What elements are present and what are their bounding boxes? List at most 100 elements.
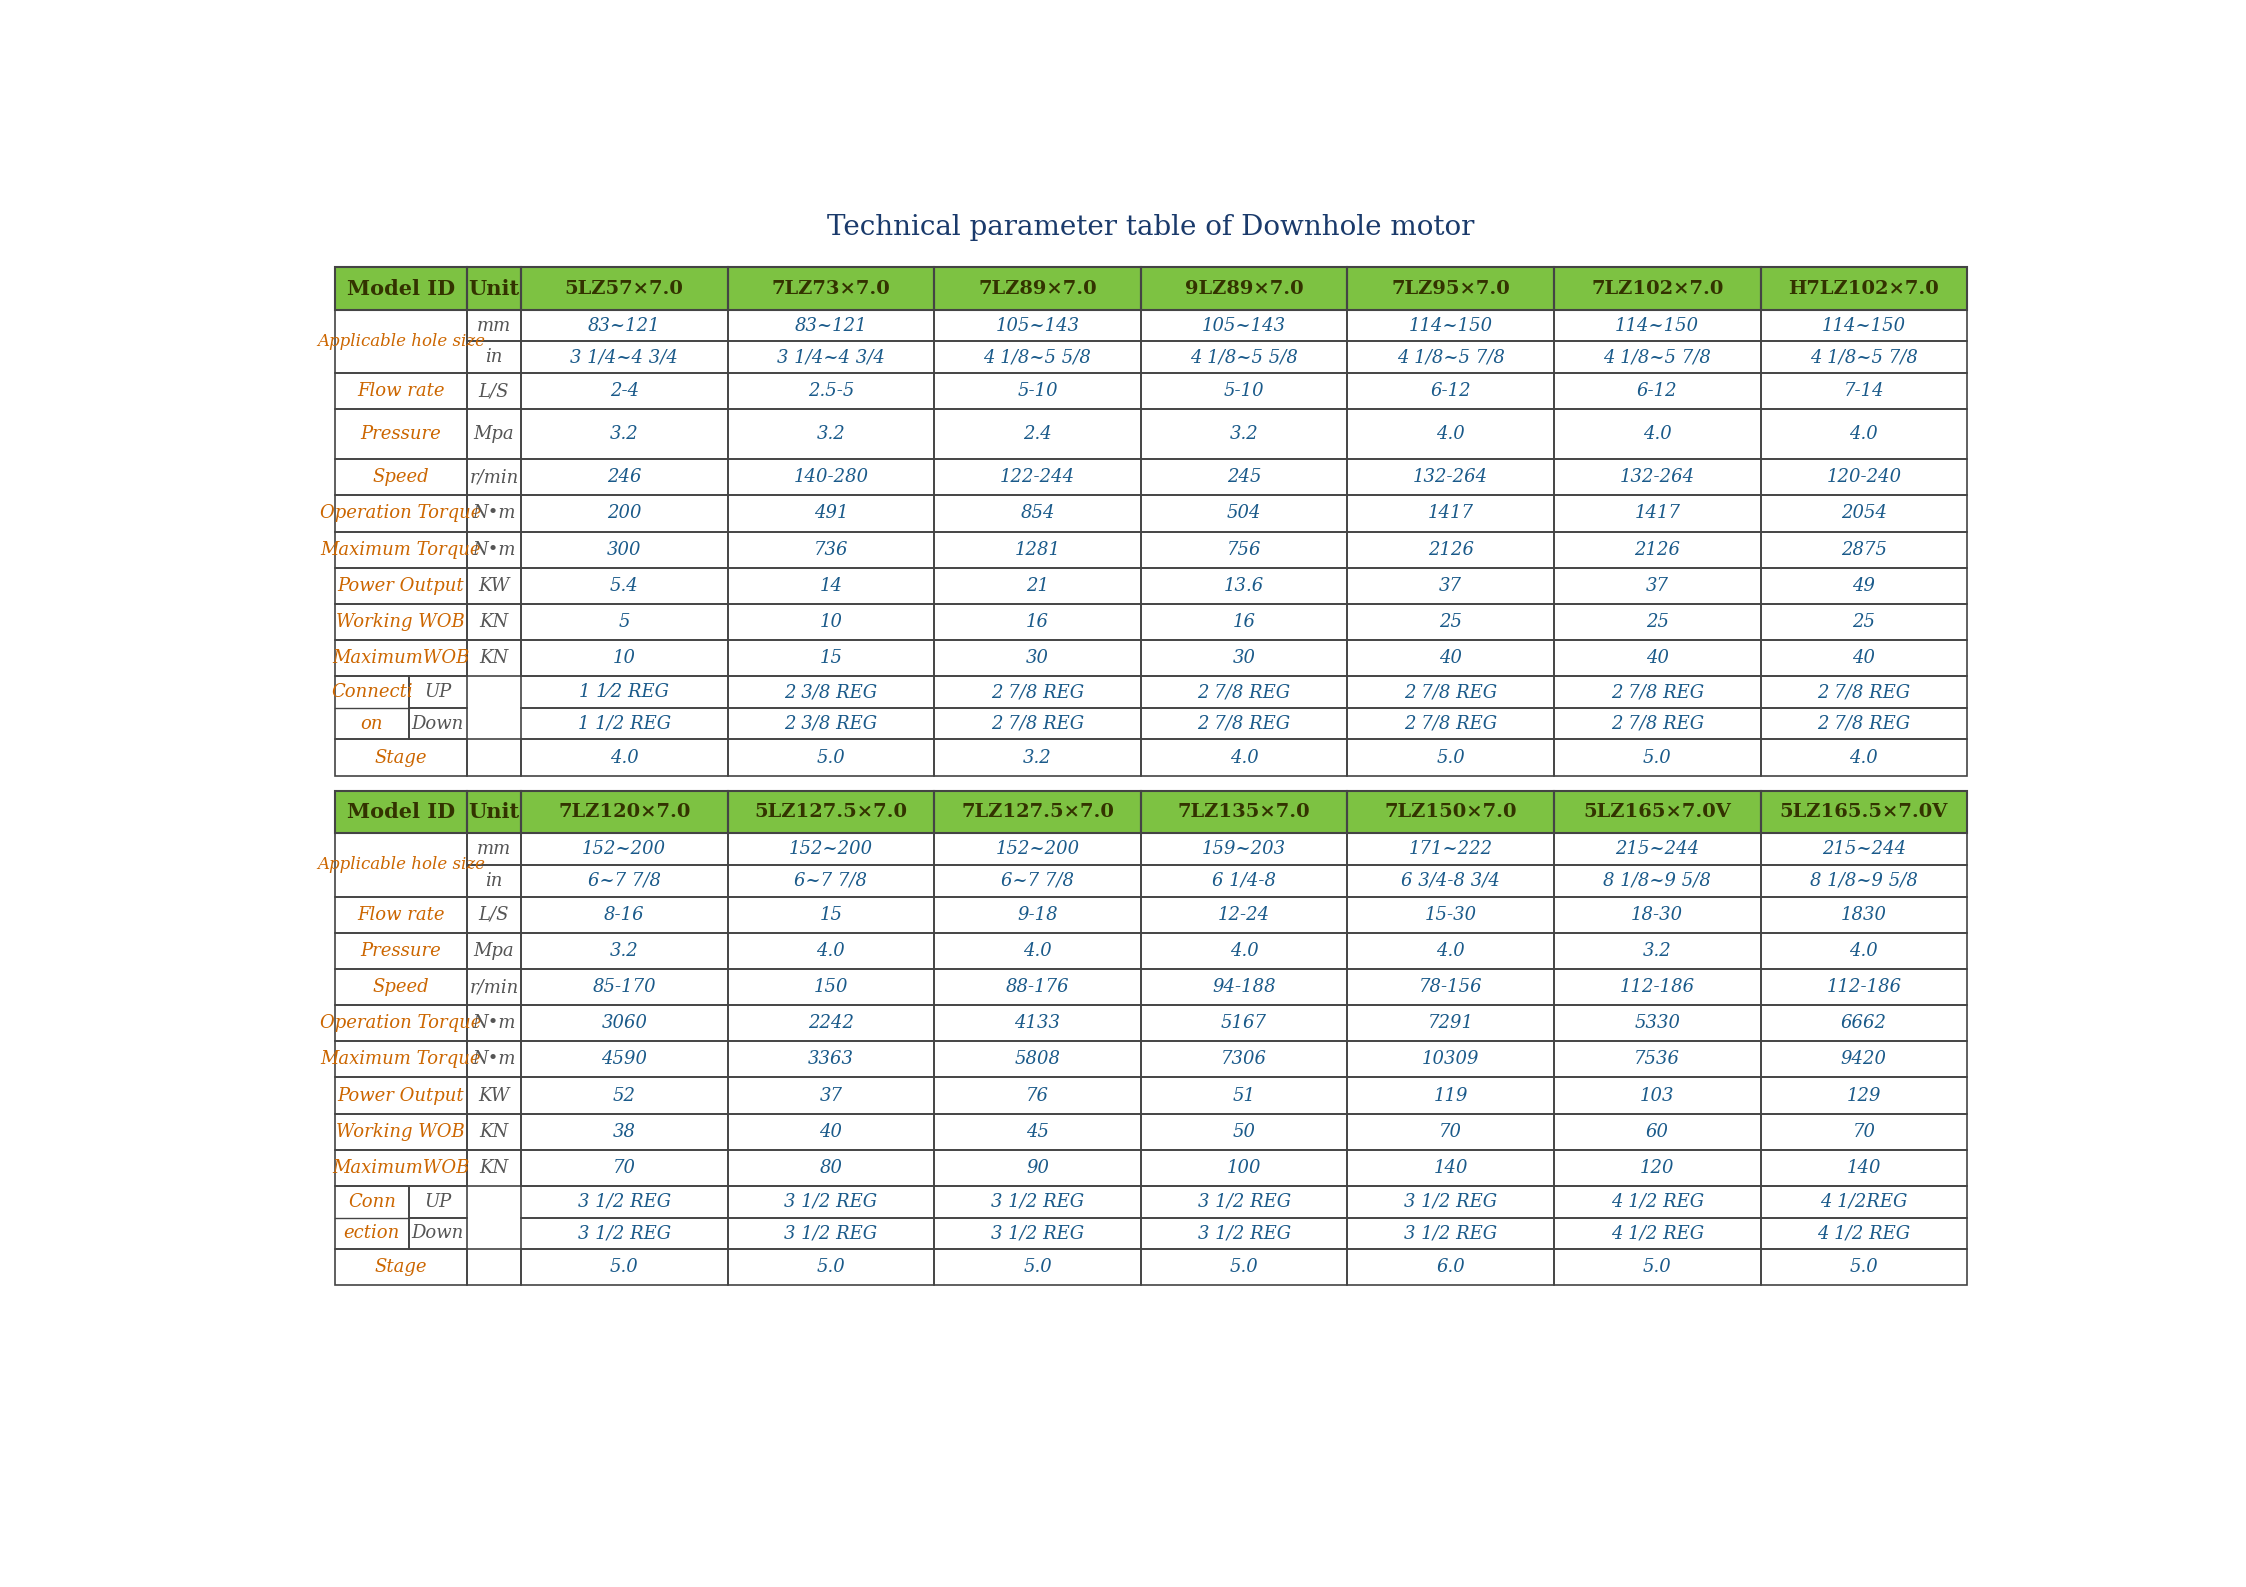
Text: 4.0: 4.0: [1848, 749, 1878, 767]
Bar: [521, 1041, 728, 1078]
Bar: [1141, 1041, 1348, 1078]
Bar: [1348, 790, 1554, 833]
Bar: [728, 268, 934, 309]
Bar: [1141, 309, 1348, 341]
Text: 25: 25: [1853, 613, 1875, 632]
Bar: [1348, 373, 1554, 409]
Bar: [335, 1151, 467, 1185]
Text: 7LZ127.5×7.0: 7LZ127.5×7.0: [961, 803, 1114, 820]
Text: KW: KW: [478, 576, 510, 595]
Bar: [521, 833, 728, 865]
Bar: [1348, 790, 1554, 833]
Bar: [934, 409, 1141, 459]
Text: in: in: [485, 348, 503, 367]
Text: 215~244: 215~244: [1822, 840, 1907, 859]
Bar: [1554, 1217, 1761, 1249]
Bar: [934, 532, 1141, 568]
Bar: [335, 933, 467, 970]
Bar: [1141, 865, 1348, 897]
Text: 5LZ165×7.0V: 5LZ165×7.0V: [1583, 803, 1732, 820]
Text: 2 7/8 REG: 2 7/8 REG: [1404, 682, 1498, 701]
Bar: [1761, 1114, 1967, 1151]
Bar: [1761, 1078, 1967, 1114]
Text: 5LZ57×7.0: 5LZ57×7.0: [564, 279, 683, 298]
Bar: [1761, 409, 1967, 459]
Text: UP: UP: [424, 682, 451, 701]
Bar: [934, 568, 1141, 605]
Bar: [1554, 970, 1761, 1005]
Text: 7306: 7306: [1222, 1051, 1267, 1068]
Bar: [1761, 459, 1967, 495]
Text: 246: 246: [606, 468, 642, 486]
Bar: [728, 495, 934, 532]
Bar: [1761, 740, 1967, 776]
Bar: [1348, 640, 1554, 676]
Bar: [934, 970, 1141, 1005]
Bar: [335, 459, 467, 495]
Text: 45: 45: [1026, 1122, 1049, 1141]
Bar: [934, 459, 1141, 495]
Text: 132-264: 132-264: [1619, 468, 1696, 486]
Text: Connecti: Connecti: [330, 682, 413, 701]
Text: MaximumWOB: MaximumWOB: [332, 649, 469, 667]
Text: 3 1/2 REG: 3 1/2 REG: [784, 1225, 878, 1243]
Text: 5.0: 5.0: [1642, 1258, 1671, 1276]
Bar: [1348, 970, 1554, 1005]
Text: 10: 10: [820, 613, 842, 632]
Bar: [1761, 309, 1967, 341]
Bar: [1141, 833, 1348, 865]
Bar: [521, 790, 728, 833]
Text: 7LZ135×7.0: 7LZ135×7.0: [1177, 803, 1309, 820]
Bar: [1141, 676, 1348, 708]
Bar: [521, 268, 728, 309]
Text: 1417: 1417: [1635, 505, 1680, 522]
Bar: [1761, 865, 1967, 897]
Text: Technical parameter table of Downhole motor: Technical parameter table of Downhole mo…: [827, 214, 1476, 241]
Text: 4.0: 4.0: [1231, 941, 1258, 960]
Text: 40: 40: [1646, 649, 1669, 667]
Bar: [467, 1005, 521, 1041]
Bar: [521, 341, 728, 373]
Bar: [1761, 1185, 1967, 1217]
Text: Mpa: Mpa: [474, 425, 514, 443]
Text: 122-244: 122-244: [999, 468, 1076, 486]
Text: 7LZ73×7.0: 7LZ73×7.0: [773, 279, 889, 298]
Text: 4 1/2 REG: 4 1/2 REG: [1610, 1193, 1705, 1211]
Text: 9420: 9420: [1842, 1051, 1887, 1068]
Bar: [1761, 790, 1967, 833]
Bar: [1141, 459, 1348, 495]
Text: KN: KN: [478, 1122, 508, 1141]
Bar: [335, 1005, 467, 1041]
Bar: [1554, 740, 1761, 776]
Bar: [467, 790, 521, 833]
Bar: [1761, 790, 1967, 833]
Bar: [1348, 740, 1554, 776]
Text: 3 1/2 REG: 3 1/2 REG: [1404, 1225, 1498, 1243]
Text: Pressure: Pressure: [362, 425, 440, 443]
Bar: [521, 1114, 728, 1151]
Bar: [1348, 605, 1554, 640]
Bar: [1554, 605, 1761, 640]
Text: Conn: Conn: [348, 1193, 395, 1211]
Bar: [1348, 933, 1554, 970]
Bar: [335, 309, 467, 373]
Bar: [1141, 790, 1348, 833]
Text: 60: 60: [1646, 1122, 1669, 1141]
Text: 140: 140: [1433, 1159, 1469, 1178]
Bar: [728, 268, 934, 309]
Text: 504: 504: [1226, 505, 1262, 522]
Bar: [521, 1078, 728, 1114]
Bar: [1761, 640, 1967, 676]
Text: 85-170: 85-170: [593, 978, 656, 997]
Bar: [728, 1041, 934, 1078]
Text: r/min: r/min: [469, 978, 519, 997]
Text: 5808: 5808: [1015, 1051, 1060, 1068]
Text: KW: KW: [478, 1087, 510, 1105]
Bar: [1141, 970, 1348, 1005]
Bar: [467, 1249, 521, 1285]
Text: Unit: Unit: [469, 801, 519, 822]
Text: 49: 49: [1853, 576, 1875, 595]
Text: 70: 70: [1853, 1122, 1875, 1141]
Text: 6-12: 6-12: [1431, 382, 1471, 400]
Bar: [409, 676, 467, 708]
